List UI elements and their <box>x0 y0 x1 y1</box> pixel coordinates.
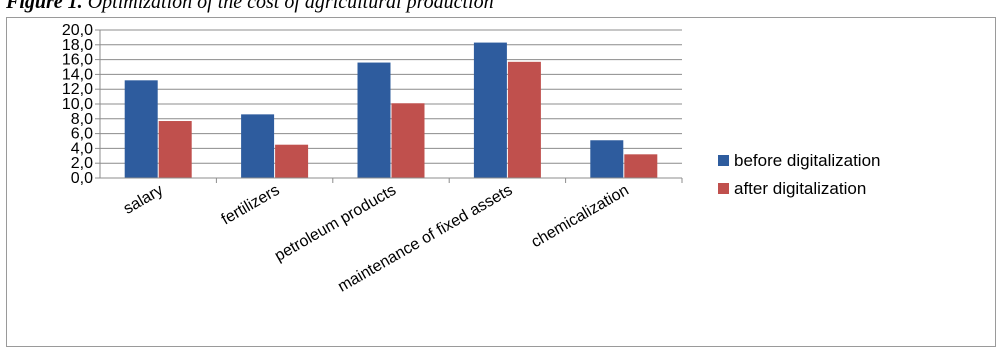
y-tick-label: 10,0 <box>62 96 93 113</box>
figure-label: Figure 1. <box>6 0 83 13</box>
figure-caption: Figure 1. Optimization of the cost of ag… <box>6 0 494 14</box>
legend-swatch <box>718 155 729 166</box>
legend: before digitalization after digitalizatio… <box>718 151 880 198</box>
bar <box>124 80 158 178</box>
legend-label: before digitalization <box>734 151 880 170</box>
category-label: salary <box>121 182 166 218</box>
bar <box>624 154 658 178</box>
axes <box>95 29 683 183</box>
y-tick-label: 8,0 <box>71 111 93 128</box>
bar <box>473 42 507 178</box>
category-label: fertilizers <box>219 182 283 229</box>
bars <box>124 42 658 179</box>
y-tick-label: 4,0 <box>71 140 93 157</box>
bar <box>590 140 624 178</box>
bar <box>275 144 309 178</box>
y-tick-label: 0,0 <box>71 170 93 187</box>
figure-caption-text: Optimization of the cost of agricultural… <box>87 0 494 13</box>
y-tick-label: 16,0 <box>62 52 93 69</box>
y-tick-label: 20,0 <box>62 22 93 39</box>
y-tick-label: 18,0 <box>62 37 93 54</box>
y-tick-label: 12,0 <box>62 81 93 98</box>
bar <box>158 121 192 178</box>
bar-chart: 0,02,04,06,08,010,012,014,016,018,020,0 … <box>62 22 881 296</box>
y-tick-label: 2,0 <box>71 155 93 172</box>
legend-swatch <box>718 183 729 194</box>
y-tick-labels: 0,02,04,06,08,010,012,014,016,018,020,0 <box>62 22 93 187</box>
bar <box>507 61 541 178</box>
legend-label: after digitalization <box>734 179 866 198</box>
gridlines <box>100 29 682 164</box>
category-label: chemicalization <box>529 182 632 251</box>
y-tick-label: 6,0 <box>71 126 93 143</box>
category-label: petroleum products <box>272 182 399 265</box>
bar <box>241 114 275 178</box>
bar <box>391 103 425 178</box>
bar <box>357 62 391 179</box>
y-tick-label: 14,0 <box>62 66 93 83</box>
